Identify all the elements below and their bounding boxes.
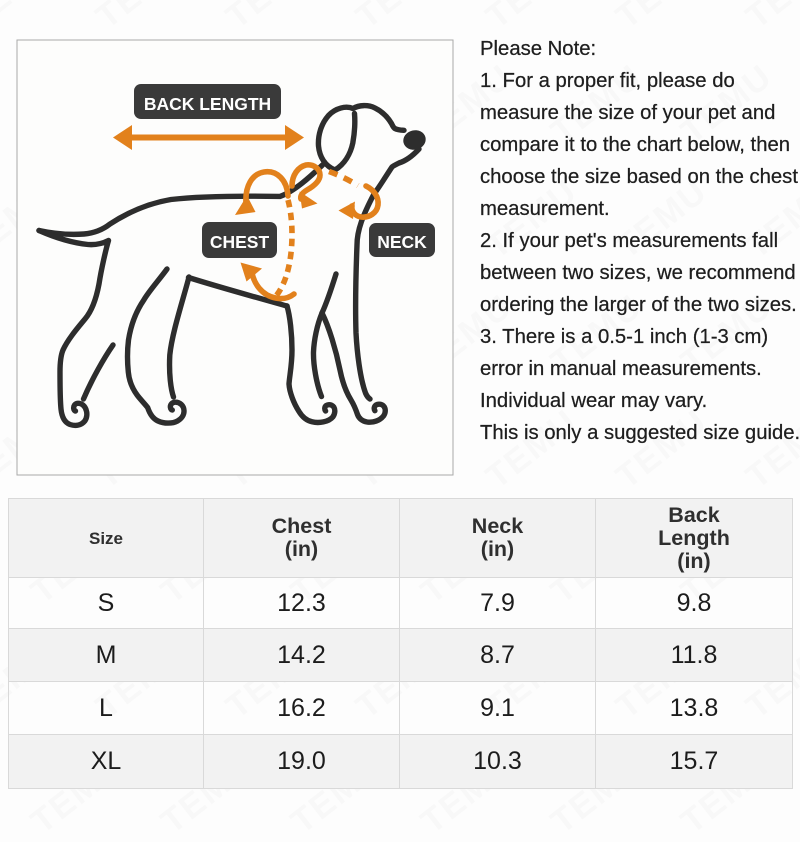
svg-text:NECK: NECK [377,232,427,252]
svg-text:CHEST: CHEST [210,232,270,252]
svg-text:BACK LENGTH: BACK LENGTH [144,94,271,114]
